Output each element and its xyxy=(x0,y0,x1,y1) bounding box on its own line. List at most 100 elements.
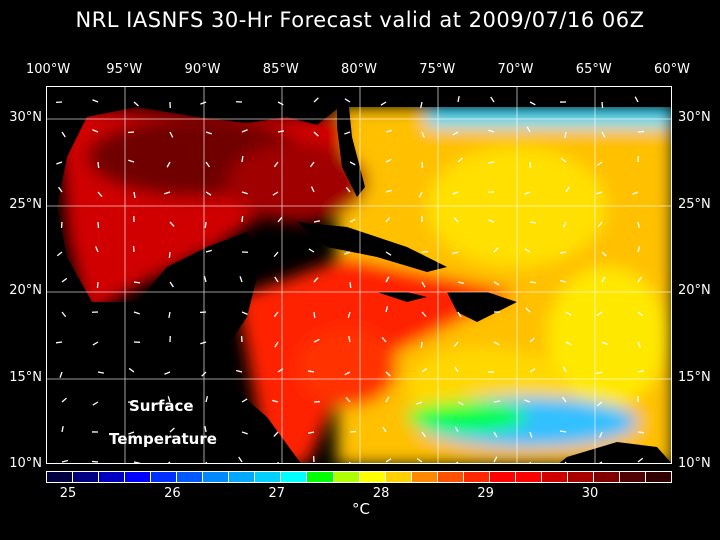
current-arrow xyxy=(421,367,428,373)
colorbar-swatch xyxy=(99,472,126,482)
current-arrow xyxy=(97,221,100,229)
lon-label: 75°W xyxy=(419,62,456,77)
current-arrow xyxy=(493,281,500,286)
current-arrow xyxy=(529,368,536,373)
current-arrow xyxy=(452,191,459,195)
current-arrow xyxy=(493,247,499,253)
colorbar-swatch xyxy=(177,472,204,482)
current-arrow xyxy=(637,311,644,317)
current-arrow xyxy=(128,159,135,163)
current-arrow xyxy=(421,281,426,288)
current-arrow xyxy=(385,189,392,193)
current-arrow xyxy=(169,427,175,433)
current-arrow xyxy=(200,341,207,345)
current-arrow xyxy=(274,276,279,283)
current-arrow xyxy=(310,186,315,193)
colorbar-swatch xyxy=(620,472,647,482)
current-arrow xyxy=(273,311,279,318)
colorbar-swatch xyxy=(593,472,621,482)
current-arrow xyxy=(205,131,212,135)
current-arrow xyxy=(277,130,285,133)
lat-label-left: 15°N xyxy=(9,370,42,385)
current-arrow xyxy=(273,161,279,168)
current-arrow xyxy=(637,370,645,373)
current-arrow xyxy=(632,191,639,195)
lon-label: 80°W xyxy=(341,62,377,77)
current-arrow xyxy=(455,461,459,463)
current-arrow xyxy=(272,191,279,196)
current-arrow xyxy=(452,251,459,255)
overlay-label-temperature: Temperature xyxy=(109,430,217,448)
current-arrow xyxy=(457,281,464,285)
lon-label: 85°W xyxy=(262,62,299,77)
lon-label: 60°W xyxy=(654,62,690,77)
current-arrow xyxy=(205,161,210,168)
current-arrow xyxy=(205,461,208,463)
current-arrow xyxy=(56,161,63,165)
current-arrow xyxy=(453,216,459,223)
current-arrow xyxy=(313,97,319,103)
current-arrow xyxy=(348,335,351,343)
current-arrow xyxy=(385,458,392,463)
colorbar-swatch xyxy=(281,472,308,482)
current-arrow xyxy=(420,341,423,349)
colorbar-tick-label: 29 xyxy=(477,486,494,501)
current-arrow xyxy=(96,281,99,289)
colorbar-swatch xyxy=(437,472,464,482)
colorbar-swatch xyxy=(646,472,672,482)
current-arrow xyxy=(97,161,100,169)
current-arrow xyxy=(205,396,209,403)
current-arrow xyxy=(169,281,174,288)
current-arrow xyxy=(238,456,243,463)
current-arrow xyxy=(307,370,315,373)
colorbar-swatch xyxy=(541,472,568,482)
current-arrow xyxy=(597,221,603,228)
lat-label-left: 25°N xyxy=(9,197,42,212)
colorbar-swatch xyxy=(307,472,334,482)
colorbar xyxy=(46,471,672,483)
current-arrow xyxy=(273,251,279,258)
current-arrow xyxy=(308,248,315,253)
current-arrow xyxy=(307,431,315,434)
current-arrow xyxy=(493,456,498,463)
current-arrow xyxy=(164,191,171,195)
colorbar-swatch xyxy=(359,472,386,482)
current-arrow xyxy=(524,191,531,195)
current-arrow xyxy=(385,129,392,133)
current-arrow xyxy=(344,251,351,255)
current-arrow xyxy=(454,426,459,433)
current-arrow xyxy=(565,341,572,346)
current-arrow xyxy=(421,131,425,138)
current-arrow xyxy=(596,401,603,407)
current-arrow xyxy=(452,131,459,136)
colorbar-swatch xyxy=(515,472,542,482)
current-arrow xyxy=(524,248,531,253)
current-arrow xyxy=(385,251,392,256)
current-arrow xyxy=(526,126,531,133)
current-arrow xyxy=(599,431,603,438)
land-masses xyxy=(47,87,671,463)
current-arrow xyxy=(128,431,135,435)
current-arrow xyxy=(309,161,315,168)
current-arrow xyxy=(349,281,352,289)
lon-label: 90°W xyxy=(184,62,221,77)
colorbar-swatch xyxy=(125,472,152,482)
current-arrow xyxy=(596,161,603,167)
sst-map: Surface Temperature xyxy=(46,86,672,464)
lat-label-left: 30°N xyxy=(9,110,42,125)
current-arrow xyxy=(95,246,99,253)
current-arrow xyxy=(596,311,603,316)
current-arrow xyxy=(601,101,604,109)
current-arrow xyxy=(529,461,532,463)
colorbar-swatch xyxy=(333,472,360,482)
current-arrow xyxy=(529,337,535,343)
current-arrow xyxy=(241,431,248,435)
current-arrow xyxy=(349,161,356,166)
colorbar-tick-label: 30 xyxy=(581,486,599,501)
current-arrow xyxy=(168,251,171,259)
current-arrow xyxy=(637,246,641,253)
current-arrow xyxy=(92,341,99,346)
current-arrow xyxy=(55,341,63,344)
map-canvas xyxy=(47,87,671,463)
colorbar-swatch xyxy=(255,472,282,482)
